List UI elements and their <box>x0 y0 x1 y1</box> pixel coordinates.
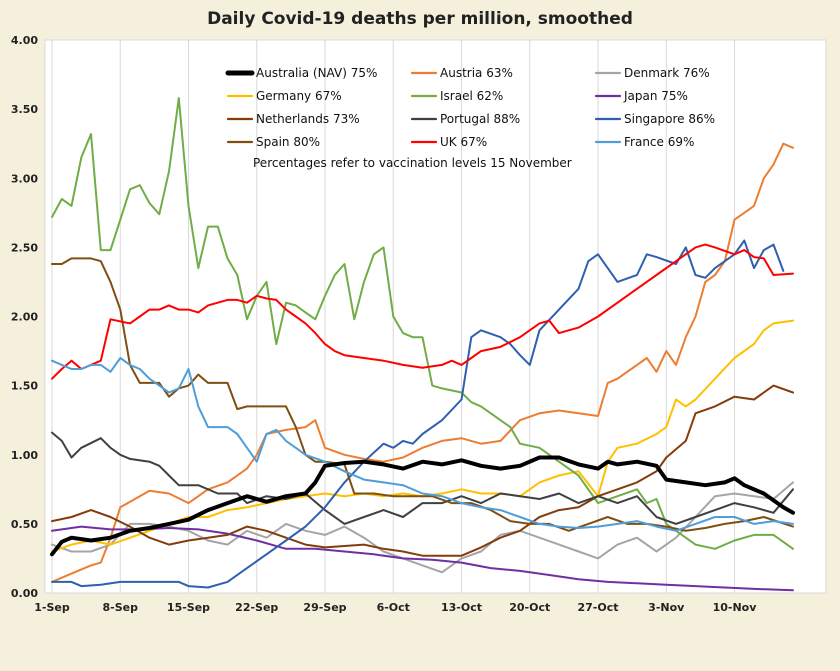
x-tick-label: 27-Oct <box>577 601 618 614</box>
legend-label: Denmark 76% <box>624 66 710 80</box>
series-line-7 <box>51 431 794 525</box>
x-tick-label: 15-Sep <box>167 601 210 614</box>
legend-label: Netherlands 73% <box>256 112 360 126</box>
legend-note: Percentages refer to vaccination levels … <box>253 156 572 170</box>
y-tick-label: 3.50 <box>11 103 38 116</box>
legend: Australia (NAV) 75% Austria 63% Denmark 76… <box>225 66 715 149</box>
legend-label: Singapore 86% <box>624 112 715 126</box>
chart-title: Daily Covid-19 deaths per million, smoot… <box>207 9 633 29</box>
x-tick-label: 10-Nov <box>713 601 758 614</box>
series-line-11 <box>51 357 794 532</box>
x-tick-label: 22-Sep <box>235 601 278 614</box>
x-tick-label: 8-Sep <box>103 601 139 614</box>
x-tick-label: 1-Sep <box>34 601 70 614</box>
legend-label: Germany 67% <box>256 89 342 103</box>
series-line-6 <box>51 384 794 557</box>
series-line-1 <box>51 142 794 583</box>
legend-label: Spain 80% <box>256 135 320 149</box>
series-line-10 <box>51 243 794 380</box>
legend-label: Israel 62% <box>440 89 503 103</box>
legend-label: France 69% <box>624 135 694 149</box>
legend-label: Australia (NAV) 75% <box>256 66 377 80</box>
series-line-5 <box>51 525 794 592</box>
series-line-0 <box>50 455 795 557</box>
legend-label: Portugal 88% <box>440 112 520 126</box>
y-tick-label: 2.00 <box>11 311 38 324</box>
x-axis: 1-Sep 8-Sep 15-Sep 22-Sep 29-Sep 6-Oct 13-Oct 2… <box>34 601 757 614</box>
legend-label: Austria 63% <box>440 66 513 80</box>
legend-label: UK 67% <box>440 135 487 149</box>
x-tick-label: 3-Nov <box>648 601 685 614</box>
y-axis: 0.00 0.50 1.00 1.50 2.00 2.50 3.00 3.50 4.00 <box>11 34 38 600</box>
y-tick-label: 4.00 <box>11 34 38 47</box>
x-tick-label: 29-Sep <box>303 601 346 614</box>
series-line-9 <box>51 257 794 532</box>
y-tick-label: 1.00 <box>11 449 38 462</box>
series-line-4 <box>51 97 794 550</box>
x-tick-label: 20-Oct <box>509 601 550 614</box>
y-tick-label: 0.50 <box>11 518 38 531</box>
series-line-3 <box>51 319 794 553</box>
y-tick-label: 3.00 <box>11 172 38 185</box>
legend-label: Japan 75% <box>623 89 688 103</box>
y-tick-label: 0.00 <box>11 587 38 600</box>
x-tick-label: 6-Oct <box>377 601 410 614</box>
y-tick-label: 2.50 <box>11 241 38 254</box>
x-tick-label: 13-Oct <box>441 601 482 614</box>
y-tick-label: 1.50 <box>11 380 38 393</box>
series-lines <box>50 97 795 592</box>
series-line-8 <box>51 239 785 589</box>
